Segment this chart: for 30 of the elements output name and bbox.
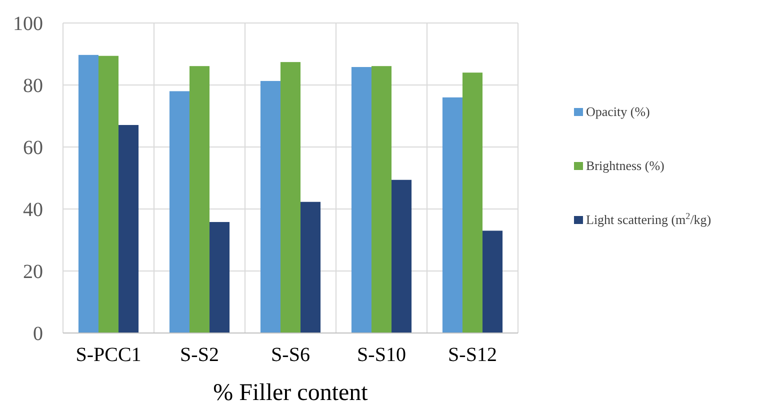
bar [371, 66, 392, 333]
y-tick-label: 80 [23, 75, 43, 97]
y-tick-label: 0 [33, 323, 43, 345]
y-tick-label: 20 [23, 261, 43, 283]
bar [442, 97, 462, 333]
legend-label: Opacity (%) [586, 104, 650, 119]
bar [118, 124, 139, 333]
x-tick-label: S-S2 [180, 344, 219, 366]
y-tick-label: 100 [13, 13, 43, 35]
bar [300, 202, 321, 333]
bar [280, 62, 301, 333]
x-tick-label: S-PCC1 [76, 344, 142, 366]
bar [78, 54, 98, 333]
bar [210, 222, 230, 333]
bar [98, 56, 119, 333]
bar [462, 72, 483, 333]
bar [351, 67, 372, 333]
x-tick-label: S-S10 [357, 344, 406, 366]
bar [260, 80, 280, 333]
legend-label: Brightness (%) [586, 158, 664, 173]
x-tick-label: S-S12 [448, 344, 497, 366]
bar [189, 66, 210, 333]
bar [482, 230, 503, 333]
x-tick-label: S-S6 [271, 344, 310, 366]
y-tick-label: 40 [23, 199, 43, 221]
bar [392, 180, 412, 333]
y-tick-label: 60 [23, 137, 43, 159]
bar [169, 91, 190, 333]
x-axis-title: % Filler content [213, 380, 368, 406]
legend-label: Light scattering (m$^{2}$/kg) [586, 211, 712, 227]
